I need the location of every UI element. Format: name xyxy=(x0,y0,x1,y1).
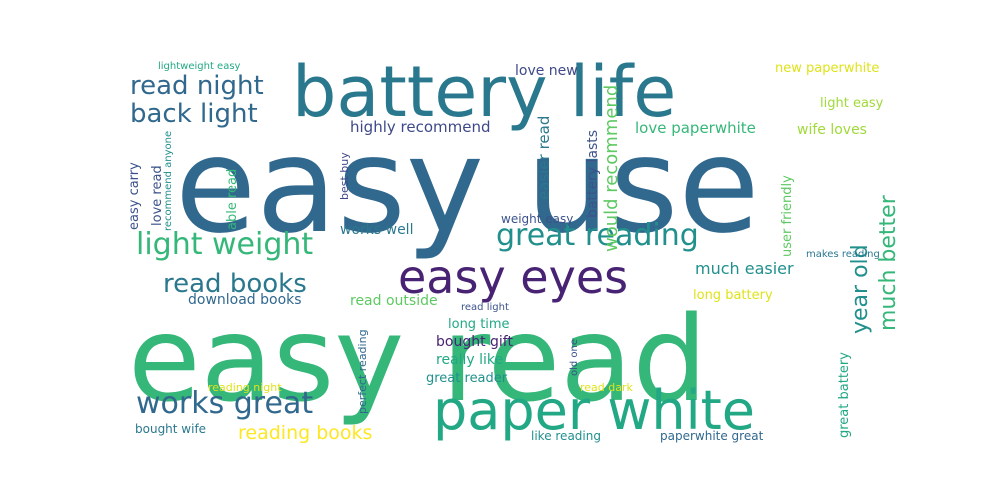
cloud-word: old one xyxy=(569,338,580,376)
cloud-word: great battery xyxy=(837,352,852,438)
cloud-word: paper white xyxy=(433,379,756,442)
cloud-word: easy read xyxy=(128,290,708,428)
cloud-word: best buy xyxy=(338,152,351,200)
cloud-word: love paperwhite xyxy=(635,119,756,137)
cloud-word: perfect reading xyxy=(356,329,369,414)
cloud-word: much easier xyxy=(695,259,794,278)
cloud-word: long time xyxy=(448,317,510,332)
cloud-word: works great xyxy=(136,386,314,421)
cloud-word: battery lasts xyxy=(585,129,601,218)
cloud-word: wife loves xyxy=(797,122,867,138)
cloud-word: user friendly xyxy=(780,175,795,257)
cloud-word: makes reading xyxy=(806,249,880,260)
cloud-word: great reading xyxy=(496,218,699,253)
cloud-word: reading books xyxy=(238,422,373,444)
cloud-word: love new xyxy=(515,63,578,79)
cloud-word: light easy xyxy=(820,96,884,111)
cloud-word: battery life xyxy=(292,51,677,133)
cloud-word: really like xyxy=(436,352,504,368)
cloud-word: long battery xyxy=(693,288,773,303)
cloud-word: works well xyxy=(340,222,414,238)
cloud-word: download books xyxy=(188,292,302,308)
cloud-word: easy eyes xyxy=(398,250,629,304)
cloud-word: back light xyxy=(130,99,258,129)
cloud-word: highly recommend xyxy=(350,118,491,136)
cloud-word: easier read xyxy=(535,115,553,200)
cloud-word: read light xyxy=(461,302,509,313)
cloud-word: new paperwhite xyxy=(775,61,880,76)
cloud-word: bought gift xyxy=(436,334,513,350)
cloud-word: read outside xyxy=(350,293,438,309)
cloud-word: great reader xyxy=(426,371,508,386)
cloud-word: read dark xyxy=(580,381,633,394)
cloud-word: weight easy xyxy=(501,212,574,226)
cloud-word: recommend anyone xyxy=(163,130,174,231)
cloud-word: lightweight easy xyxy=(158,61,241,72)
cloud-word: bought wife xyxy=(135,422,207,436)
cloud-word: light weight xyxy=(136,227,314,262)
cloud-word: easy carry xyxy=(127,162,142,230)
cloud-word: like reading xyxy=(531,429,601,443)
cloud-word: easy use xyxy=(175,109,760,263)
cloud-word: read books xyxy=(163,269,307,299)
cloud-word: read night xyxy=(130,71,264,101)
cloud-word: would recommend xyxy=(601,84,622,252)
cloud-word: much better xyxy=(876,195,901,331)
cloud-word: paperwhite great xyxy=(660,429,764,443)
cloud-word: reading night xyxy=(208,381,282,394)
cloud-word: able read xyxy=(225,168,240,230)
